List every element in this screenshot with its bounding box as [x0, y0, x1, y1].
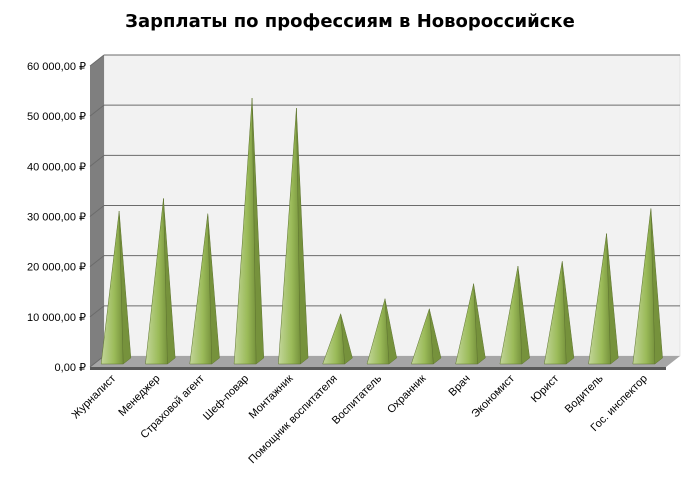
y-tick-label: 40 000,00 ₽: [27, 161, 86, 173]
x-tick-label: Врач: [447, 373, 473, 399]
x-tick-label: Журналист: [70, 373, 119, 422]
bar-series: [100, 98, 663, 365]
bar-8: [410, 308, 442, 365]
y-tick-label: 10 000,00 ₽: [27, 312, 86, 324]
y-tick-label: 30 000,00 ₽: [27, 212, 86, 224]
bar-6: [322, 313, 353, 365]
bar-7: [366, 298, 397, 365]
bar-5: [278, 108, 309, 365]
gridline-side: [89, 54, 105, 67]
bar-9: [455, 283, 486, 365]
gridline-side: [89, 255, 105, 268]
bar-11: [543, 261, 575, 365]
chart-title: Зарплаты по профессиям в Новороссийске: [125, 11, 575, 32]
bar-10: [499, 266, 530, 365]
bar-4: [233, 98, 265, 365]
x-tick-label: Монтажник: [247, 373, 296, 422]
gridline-side: [89, 104, 105, 117]
y-tick-label: 0,00 ₽: [55, 362, 86, 374]
bar-12: [588, 233, 619, 365]
plot-floor-edge: [90, 367, 666, 370]
bar-2: [145, 198, 176, 365]
x-tick-label: Экономист: [469, 373, 517, 421]
gridlines: [89, 54, 680, 368]
x-tick-label: Водитель: [563, 372, 606, 415]
x-tick-label: Юрист: [529, 373, 561, 405]
bar-13: [632, 208, 663, 365]
y-tick-label: 60 000,00 ₽: [27, 61, 86, 73]
bar-1: [100, 210, 132, 365]
gridline-side: [89, 154, 105, 167]
y-axis-ticks: 0,00 ₽ 10 000,00 ₽ 20 000,00 ₽ 30 000,00 ₽ 4…: [27, 61, 86, 374]
x-tick-label: Менеджер: [116, 373, 162, 419]
bar-3: [189, 213, 220, 365]
y-tick-label: 50 000,00 ₽: [27, 111, 86, 123]
gridline-side: [89, 205, 105, 217]
x-tick-label: Помощник воспитателя: [246, 373, 339, 466]
x-tick-label: Шеф-повар: [201, 373, 251, 423]
y-tick-label: 20 000,00 ₽: [27, 262, 86, 274]
x-tick-label: Охранник: [385, 373, 428, 416]
gridline-side: [89, 305, 105, 318]
